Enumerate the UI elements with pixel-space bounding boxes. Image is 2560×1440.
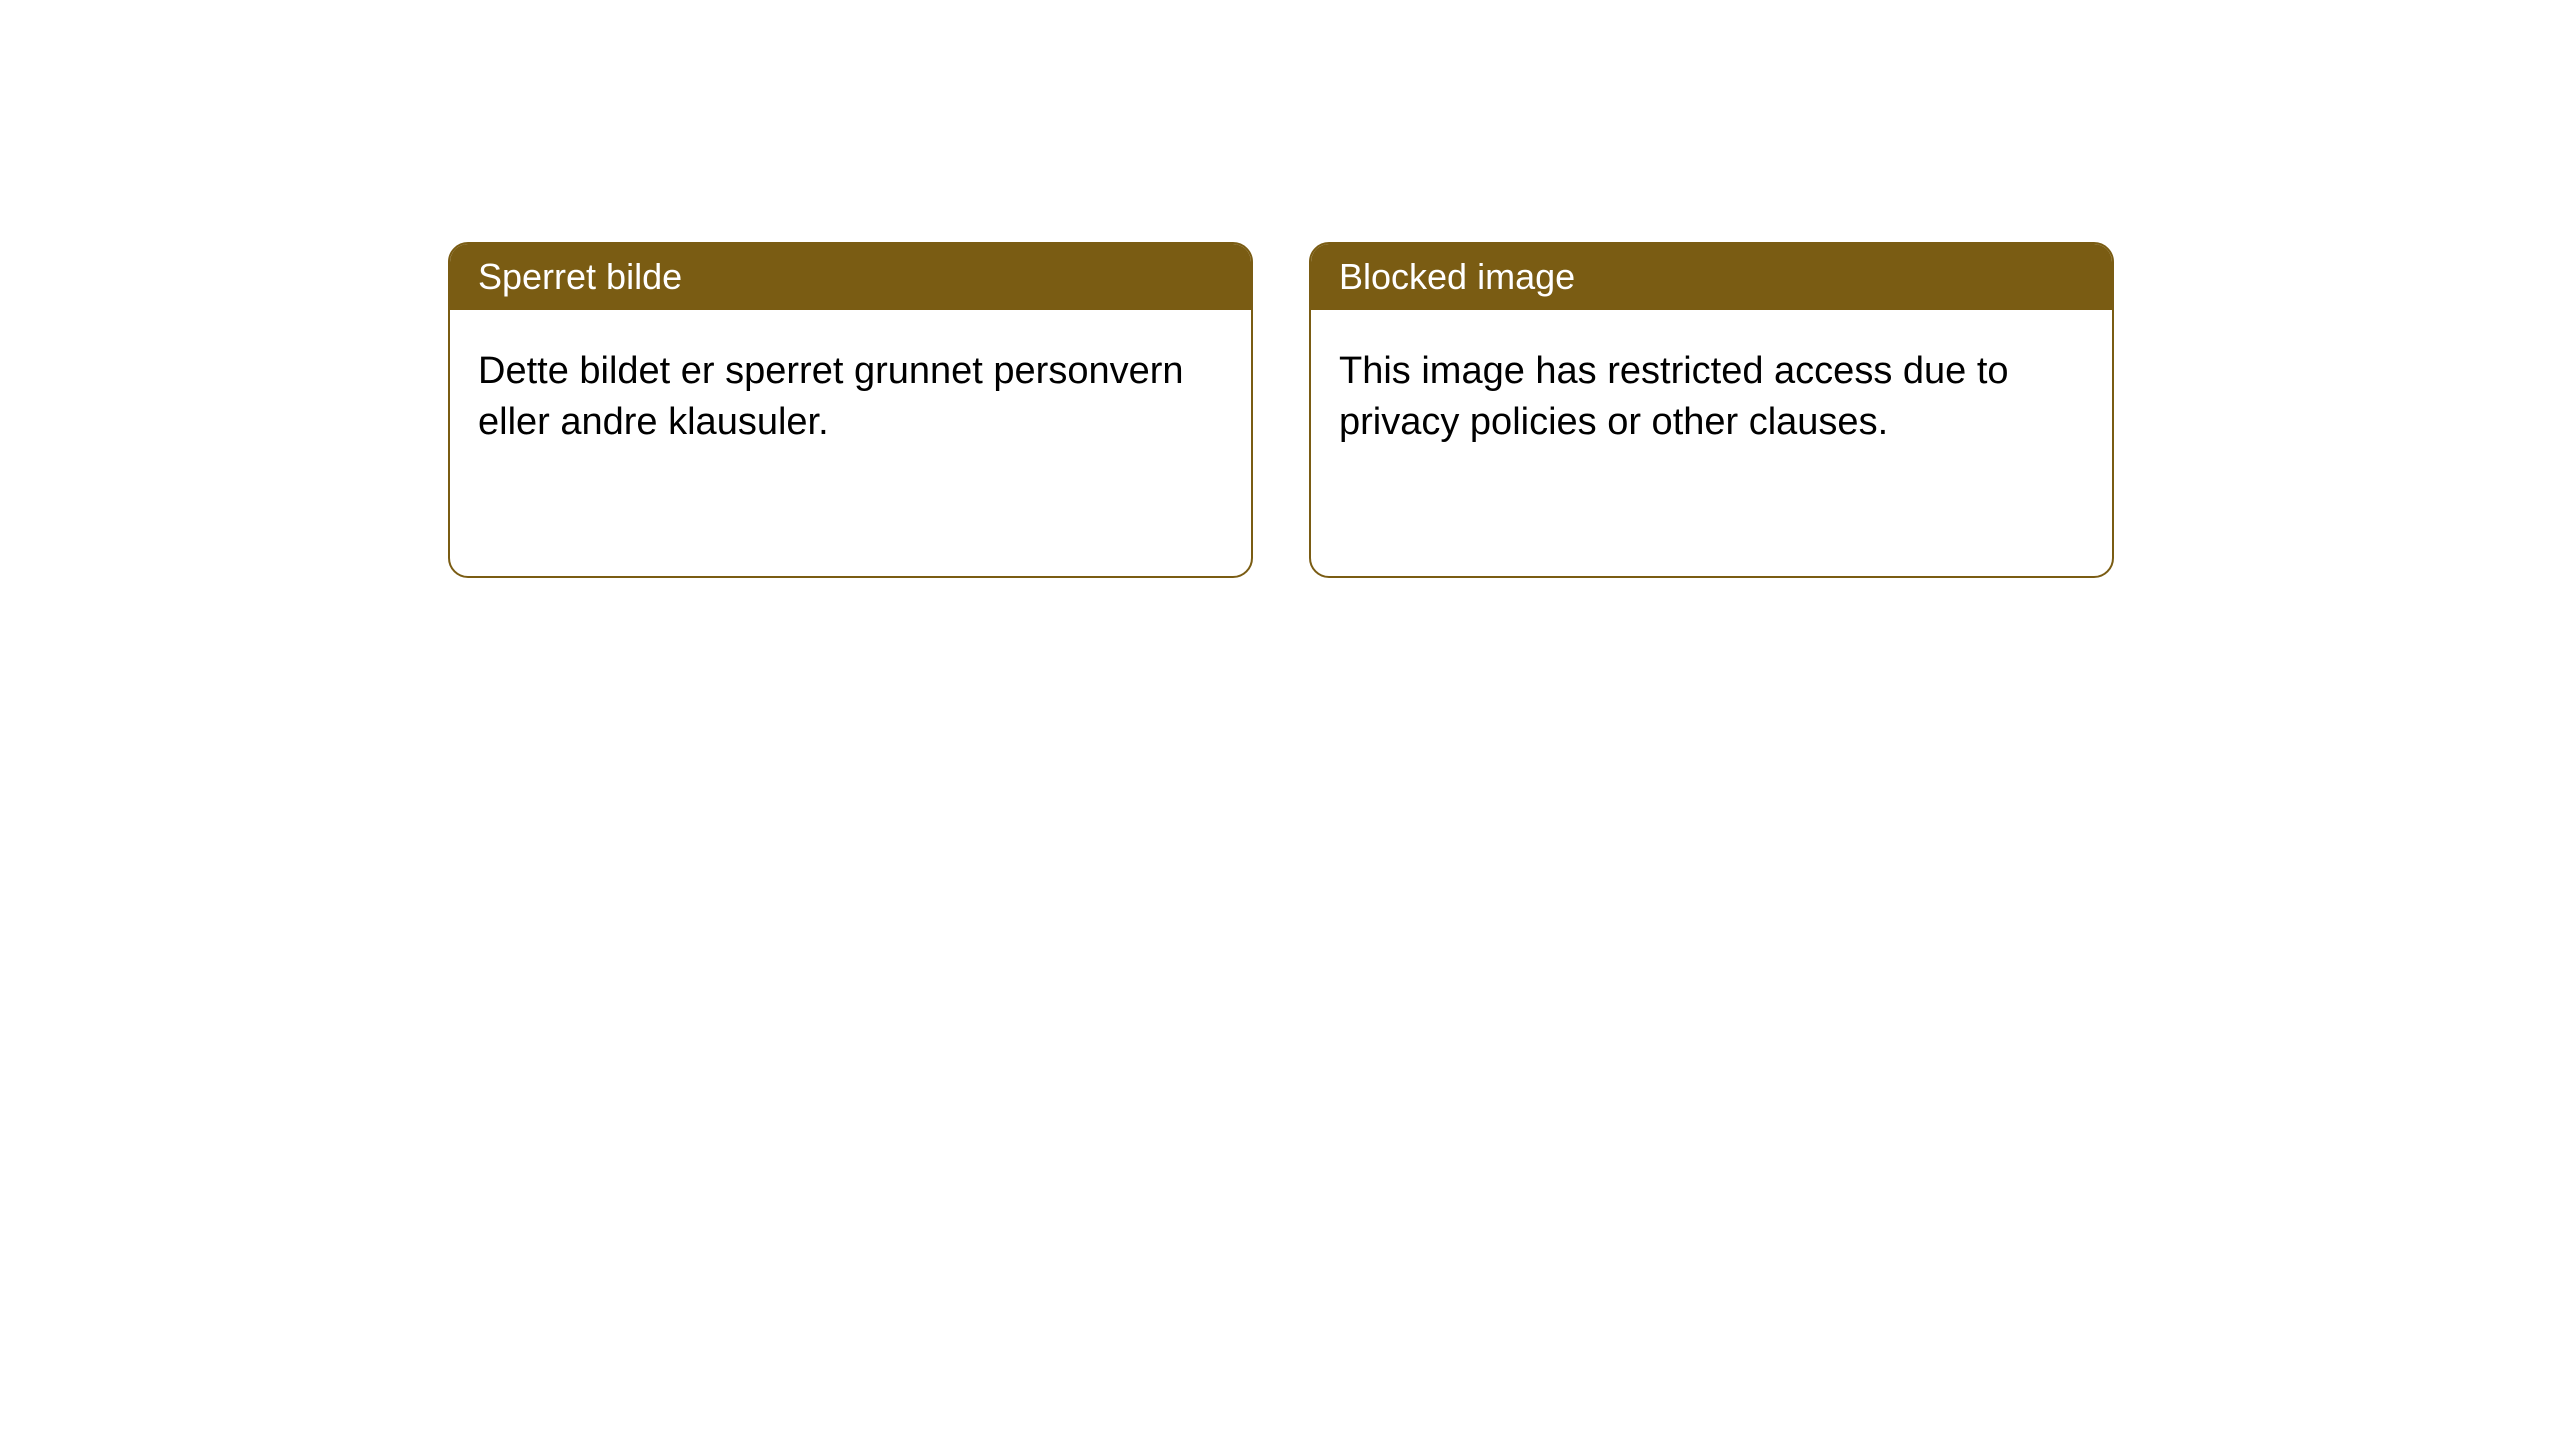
card-body: This image has restricted access due to … (1311, 310, 2112, 485)
card-body: Dette bildet er sperret grunnet personve… (450, 310, 1251, 485)
blocked-image-card-no: Sperret bilde Dette bildet er sperret gr… (448, 242, 1253, 578)
cards-row: Sperret bilde Dette bildet er sperret gr… (0, 0, 2560, 578)
blocked-image-card-en: Blocked image This image has restricted … (1309, 242, 2114, 578)
card-title: Sperret bilde (450, 244, 1251, 310)
card-title: Blocked image (1311, 244, 2112, 310)
